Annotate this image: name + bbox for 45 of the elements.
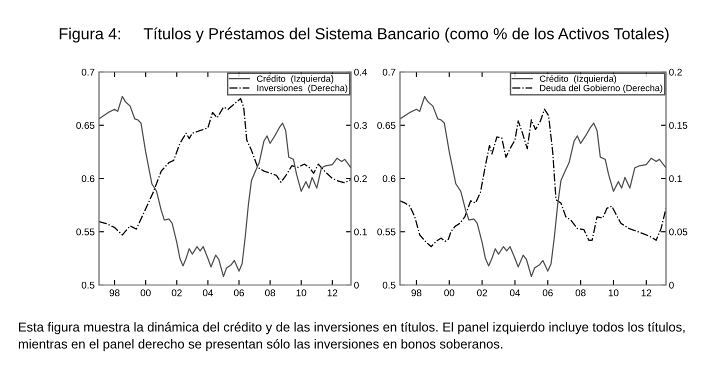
y-tick-label: 0.5 (82, 282, 94, 289)
y2-tick-label: 0.1 (669, 175, 682, 182)
line-series (400, 96, 666, 278)
legend-label: Deuda del Gobierno (Derecha) (540, 84, 662, 93)
legend-label: Crédito (Izquierda) (540, 75, 616, 84)
line-series (99, 96, 351, 278)
y-tick-label: 0.65 (76, 122, 94, 129)
y-tick-label: 0.55 (377, 228, 396, 236)
y-tick-label: 0.5 (382, 282, 396, 289)
y2-tick-label: 0.4 (354, 68, 368, 76)
x-tick-label: 10 (296, 289, 306, 296)
y-tick-label: 0.55 (76, 228, 94, 236)
text: Esta figura muestra la dinámica del crédito y de las inversiones en títulos. El panel izquierdo incluye todos los títulos, mientras en el panel derecho se presentan sólo las inversiones en bonos soberanos. (18, 322, 685, 352)
y-tick-label: 0.7 (82, 68, 94, 76)
x-tick-label: 10 (608, 289, 618, 296)
y-tick-label: 0.7 (382, 68, 396, 76)
y2-tick-label: 0 (669, 282, 674, 289)
y2-tick-label: 0.05 (669, 228, 688, 236)
y-tick-label: 0.6 (382, 175, 396, 182)
x-tick-label: 98 (411, 289, 422, 296)
x-tick-label: 98 (110, 289, 120, 296)
y2-tick-label: 0.2 (354, 175, 367, 182)
x-tick-label: 00 (140, 289, 151, 296)
x-tick-label: 08 (576, 289, 586, 296)
x-tick-label: 04 (510, 289, 520, 296)
x-tick-label: 02 (477, 289, 488, 296)
y-tick-label: 0.6 (82, 175, 94, 182)
line-series (400, 108, 666, 248)
x-tick-label: 12 (642, 289, 652, 296)
chart-title: Figura 4: Títulos y Préstamos del Sistema Bancario (como % de los Activos Totales) (60, 27, 669, 43)
y2-tick-label: 0.1 (354, 228, 367, 236)
x-tick-label: 06 (542, 289, 553, 296)
x-tick-label: 12 (328, 289, 338, 296)
x-tick-label: 06 (234, 289, 244, 296)
y2-tick-label: 0 (354, 282, 359, 289)
x-tick-label: 00 (444, 289, 454, 296)
x-tick-label: 02 (172, 289, 182, 296)
y2-tick-label: 0.15 (669, 122, 688, 129)
y-tick-label: 0.65 (377, 122, 396, 129)
x-tick-label: 08 (265, 289, 276, 296)
x-tick-label: 04 (202, 289, 214, 296)
legend-label: Inversiones (Derecha) (257, 84, 348, 93)
y2-tick-label: 0.2 (669, 68, 682, 76)
y2-tick-label: 0.3 (354, 122, 367, 129)
legend-label: Crédito (Izquierda) (256, 75, 334, 84)
